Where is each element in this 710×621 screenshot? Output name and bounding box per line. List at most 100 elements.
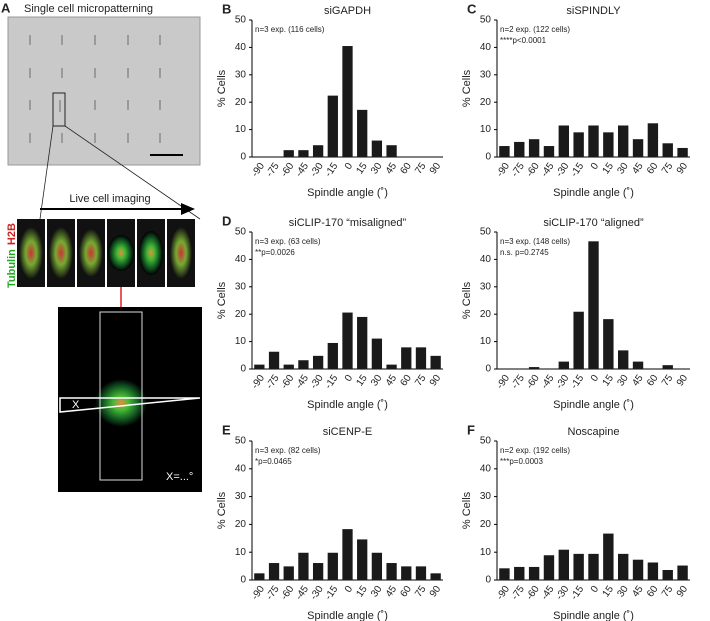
x-tick-label: -15 [323, 373, 341, 392]
x-tick-label: 75 [413, 161, 429, 177]
y-tick-label: 20 [235, 519, 247, 530]
bar [254, 364, 265, 369]
x-tick-label: 15 [354, 373, 370, 389]
x-tick-label: 15 [601, 373, 617, 389]
y-axis-label: % Cells [216, 491, 228, 529]
angle-wedge [59, 397, 201, 413]
bar [588, 241, 599, 369]
bar [298, 360, 309, 369]
x-tick-label: -90 [250, 584, 268, 603]
y-tick-label: 40 [480, 463, 492, 474]
x-tick-label: 45 [384, 584, 400, 600]
bar [662, 143, 673, 157]
bar [632, 559, 644, 580]
zoom-line [39, 125, 54, 220]
x-tick-label: -90 [495, 584, 513, 603]
y-tick-label: 30 [235, 69, 247, 80]
y-tick-label: 20 [480, 309, 492, 320]
bar [617, 125, 629, 157]
stain-h2b: H2B [6, 223, 18, 245]
y-tick-label: 50 [235, 227, 247, 238]
annotation: *p=0.0465 [255, 457, 292, 466]
zoom-line [64, 125, 201, 220]
bar [283, 150, 294, 157]
panel-letter: D [222, 213, 231, 228]
x-tick-label: 30 [369, 584, 385, 600]
bar [327, 342, 338, 369]
y-tick-label: 0 [240, 575, 246, 586]
micropatterns [29, 35, 161, 143]
annotation: n=3 exp. (116 cells) [255, 25, 325, 34]
x-tick-label: 30 [615, 584, 631, 600]
bar [528, 139, 540, 157]
bar [617, 553, 629, 580]
bar [430, 573, 441, 580]
bar [268, 351, 280, 369]
bar [386, 563, 397, 580]
angle-readout: X=...° [166, 471, 193, 483]
chart-title: siGAPDH [324, 5, 371, 17]
x-tick-label: -45 [539, 161, 557, 180]
chart-title: siCENP-E [323, 426, 373, 438]
bar [283, 566, 294, 580]
x-tick-label: -90 [250, 161, 268, 180]
bar [573, 553, 584, 580]
annotation: ***p=0.0003 [500, 457, 543, 466]
chart-title: Noscapine [568, 426, 620, 438]
bar [647, 123, 659, 157]
bar [662, 365, 673, 369]
arrow-head [181, 203, 195, 215]
y-tick-label: 20 [235, 97, 247, 108]
bar [588, 125, 599, 157]
bar [573, 311, 584, 369]
x-tick-label: -45 [294, 373, 312, 392]
zoom-box [52, 92, 66, 127]
y-tick-label: 50 [235, 436, 247, 447]
bar [327, 95, 338, 157]
y-tick-label: 50 [480, 436, 492, 447]
y-tick-label: 0 [485, 152, 491, 163]
x-tick-label: 30 [369, 161, 385, 177]
bar [327, 552, 338, 580]
x-tick-label: -90 [495, 161, 513, 180]
y-tick-label: 40 [235, 254, 247, 265]
stain-tubulin: Tubulin [6, 249, 18, 288]
y-axis-label: % Cells [216, 281, 228, 319]
y-tick-label: 20 [235, 309, 247, 320]
panel-letter: C [467, 1, 477, 16]
x-tick-label: -15 [569, 161, 587, 180]
x-tick-label: -45 [539, 584, 557, 603]
y-tick-label: 20 [480, 519, 492, 530]
bar [386, 364, 397, 369]
y-tick-label: 10 [235, 547, 247, 558]
x-tick-label: -75 [264, 584, 282, 603]
x-tick-label: -15 [323, 161, 341, 180]
annotation: n=3 exp. (148 cells) [500, 237, 570, 246]
panel-letter: A [1, 0, 11, 15]
arrow-label: Live cell imaging [69, 193, 150, 205]
bar [677, 565, 688, 580]
y-axis-label: % Cells [461, 69, 473, 107]
stain-label: Tubulin H2B [6, 223, 18, 288]
y-tick-label: 0 [240, 364, 246, 375]
bar [558, 361, 570, 369]
x-tick-label: 90 [428, 161, 444, 177]
y-axis-label: % Cells [216, 69, 228, 107]
x-tick-label: 60 [398, 161, 414, 177]
bar [342, 46, 353, 157]
bar [401, 347, 412, 369]
x-tick-label: 75 [413, 584, 429, 600]
bar [603, 132, 614, 157]
x-tick-label: 90 [428, 373, 444, 389]
bar [371, 140, 383, 157]
x-tick-label: -60 [279, 584, 297, 603]
y-tick-label: 30 [480, 491, 492, 502]
y-axis-label: % Cells [461, 281, 473, 319]
bar [558, 549, 570, 580]
panel-title: Single cell micropatterning [24, 3, 153, 15]
bar [543, 555, 555, 580]
x-tick-label: -60 [524, 584, 542, 603]
x-tick-label: 15 [354, 161, 370, 177]
y-tick-label: 40 [235, 42, 247, 53]
